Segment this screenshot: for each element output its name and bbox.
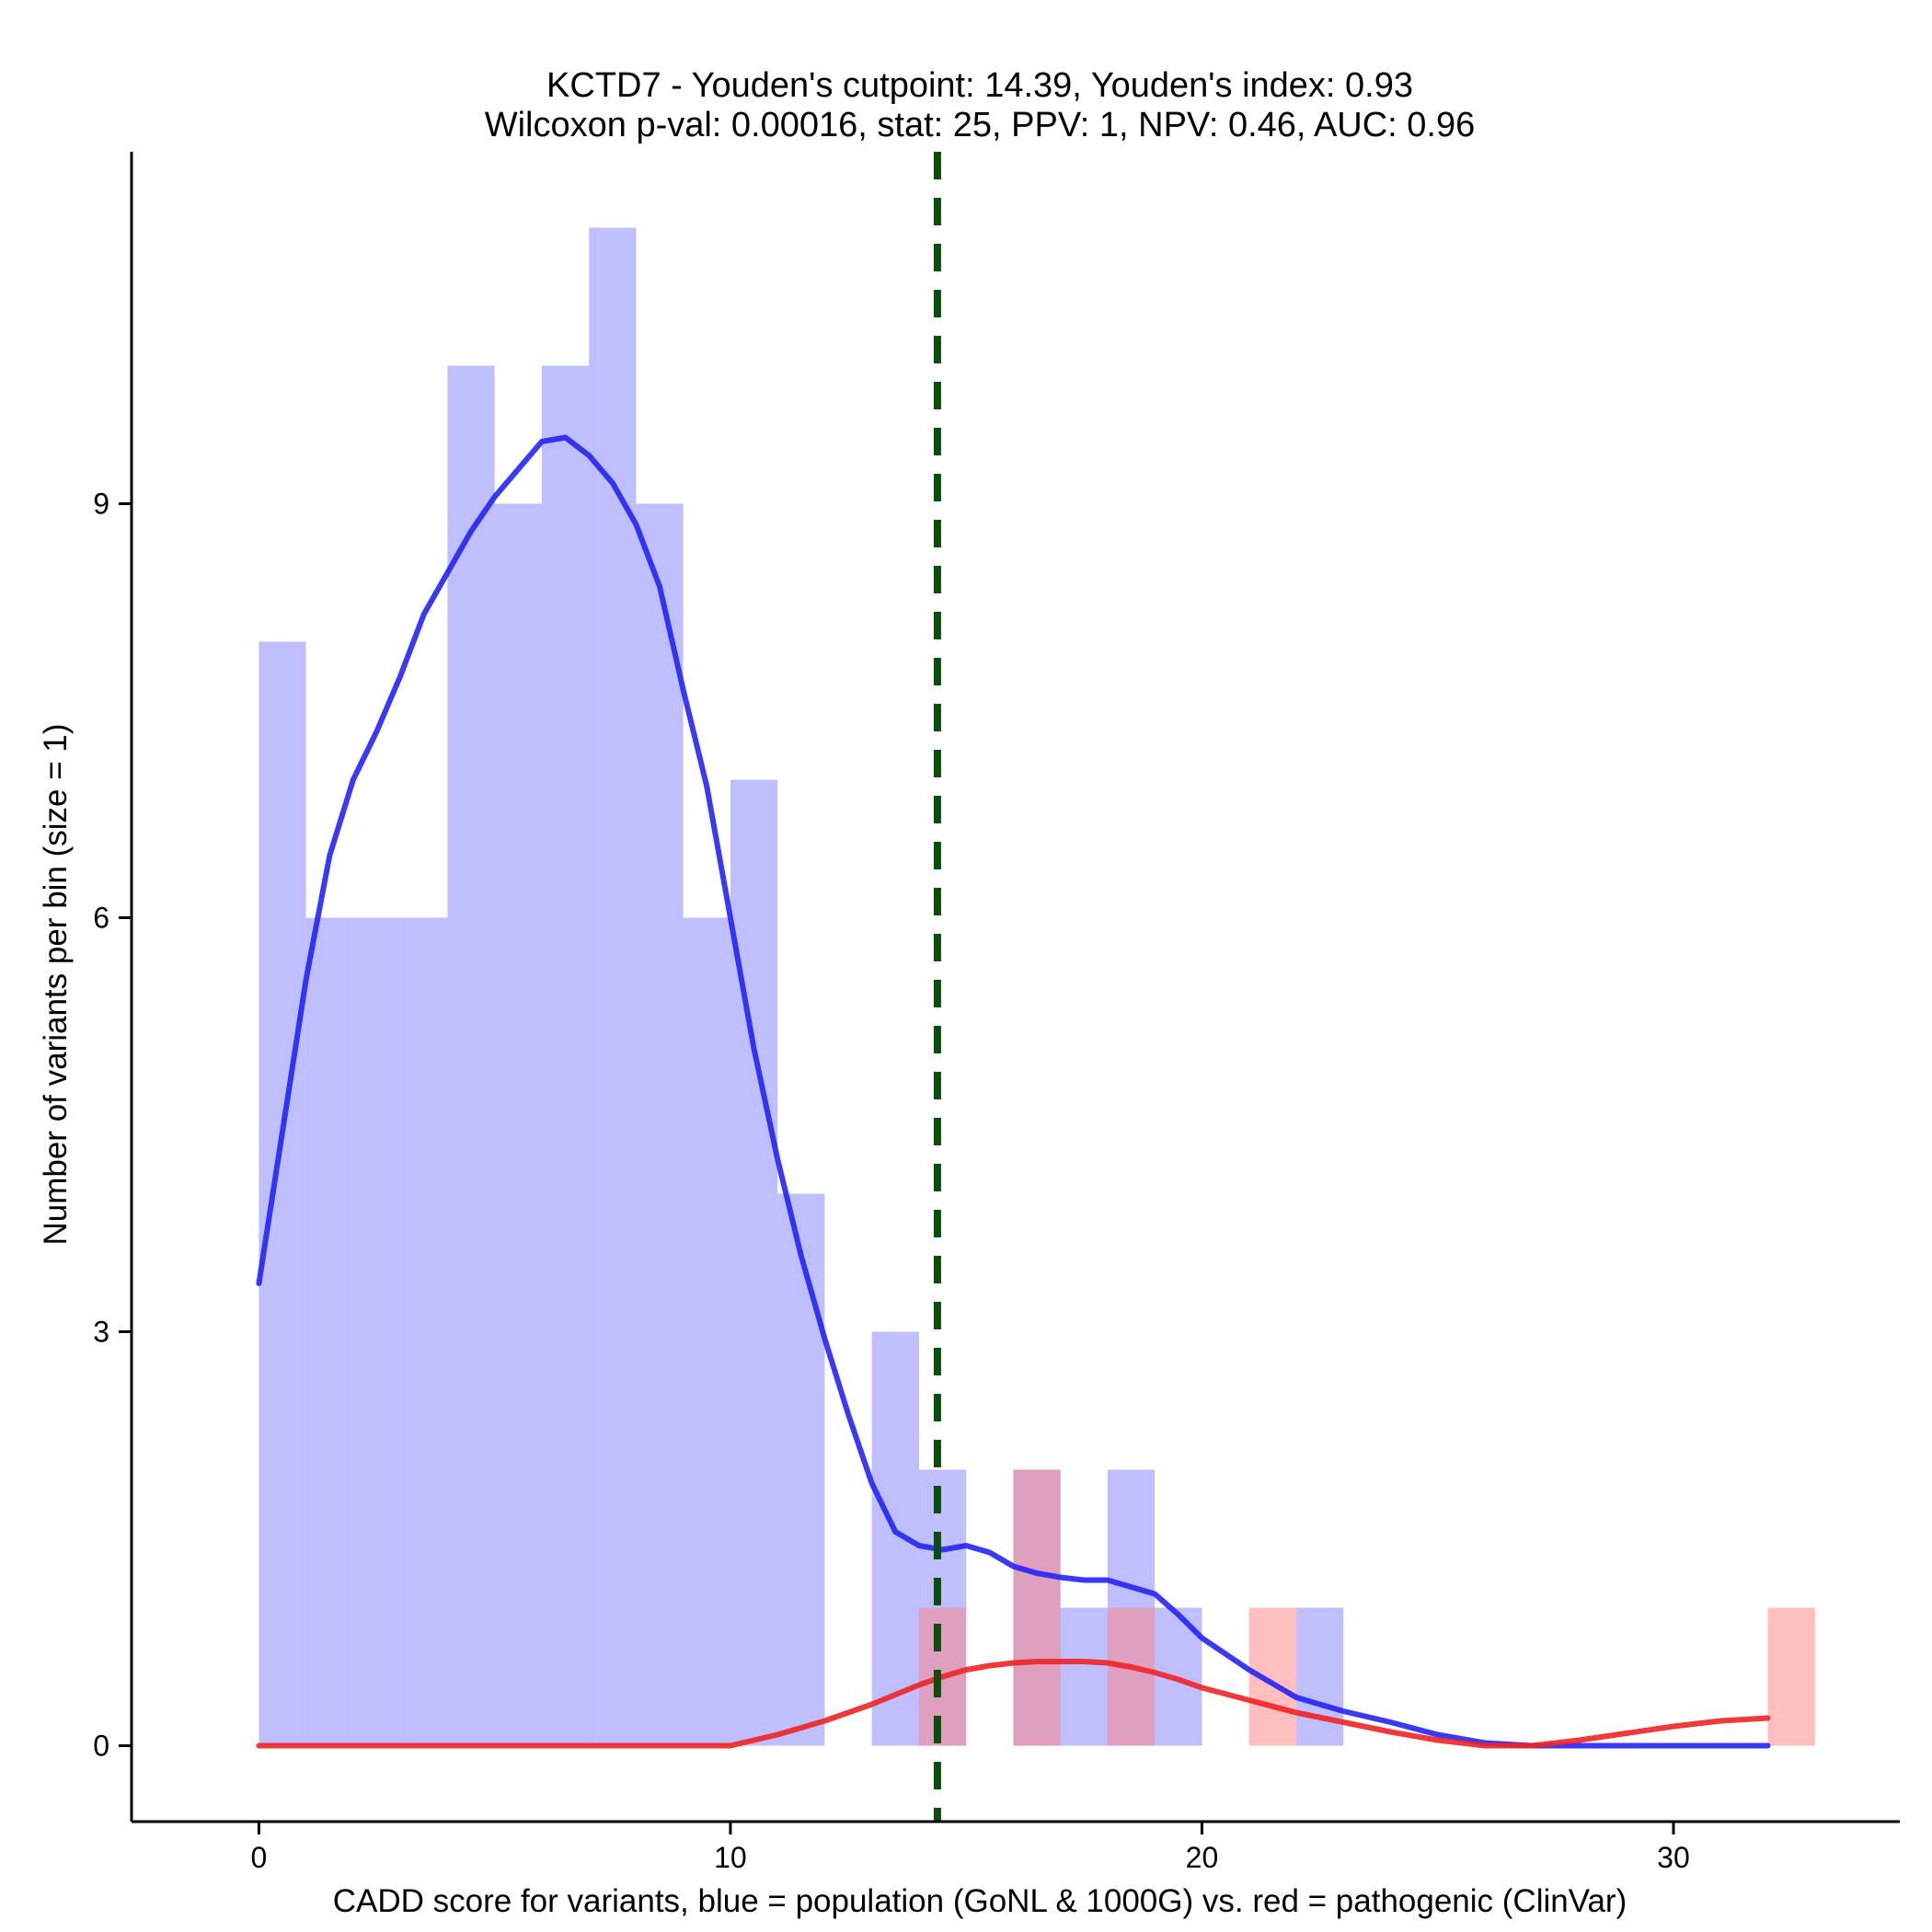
y-tick-label-9: 9 <box>93 488 109 521</box>
y-tick-label-3: 3 <box>93 1316 109 1349</box>
population-bar-1 <box>305 917 353 1746</box>
chart-title-line-1: KCTD7 - Youden's cutpoint: 14.39, Youden… <box>546 66 1413 105</box>
population-bar-4 <box>447 365 495 1746</box>
population-bar-6 <box>541 365 590 1746</box>
y-tick-label-6: 6 <box>93 902 109 935</box>
x-tick-label-30: 30 <box>1657 1841 1690 1874</box>
population-bar-3 <box>400 917 448 1746</box>
pathogenic-bar-16 <box>1013 1469 1061 1746</box>
population-bar-11 <box>777 1193 825 1746</box>
population-bar-17 <box>1060 1607 1108 1746</box>
population-bar-9 <box>683 917 730 1746</box>
density-curves <box>256 434 1771 1749</box>
population-bar-22 <box>1295 1607 1344 1746</box>
x-axis-ticks: 0 10 20 30 <box>250 1822 1690 1874</box>
x-tick-label-0: 0 <box>250 1841 267 1874</box>
population-bar-10 <box>730 779 778 1746</box>
population-bar-8 <box>636 503 684 1746</box>
pathogenic-density-curve <box>256 1659 1771 1749</box>
pathogenic-bars <box>918 1469 1815 1746</box>
x-tick-label-10: 10 <box>714 1841 747 1874</box>
y-tick-label-0: 0 <box>93 1730 109 1763</box>
population-bar-7 <box>589 227 637 1746</box>
chart-title-line-2: Wilcoxon p-val: 0.00016, stat: 25, PPV: … <box>485 106 1476 144</box>
pathogenic-bar-32 <box>1767 1607 1815 1746</box>
y-axis-label: Number of variants per bin (size = 1) <box>38 723 74 1245</box>
x-axis-label: CADD score for variants, blue = populati… <box>333 1883 1627 1919</box>
x-tick-label-20: 20 <box>1186 1841 1219 1874</box>
y-axis-ticks: 0 3 6 9 <box>93 488 132 1763</box>
population-bars <box>259 227 1344 1746</box>
population-bar-2 <box>352 917 401 1746</box>
population-bar-5 <box>494 503 542 1746</box>
population-density-curve <box>256 434 1771 1749</box>
population-bar-0 <box>259 641 306 1746</box>
pathogenic-bar-18 <box>1107 1607 1156 1746</box>
